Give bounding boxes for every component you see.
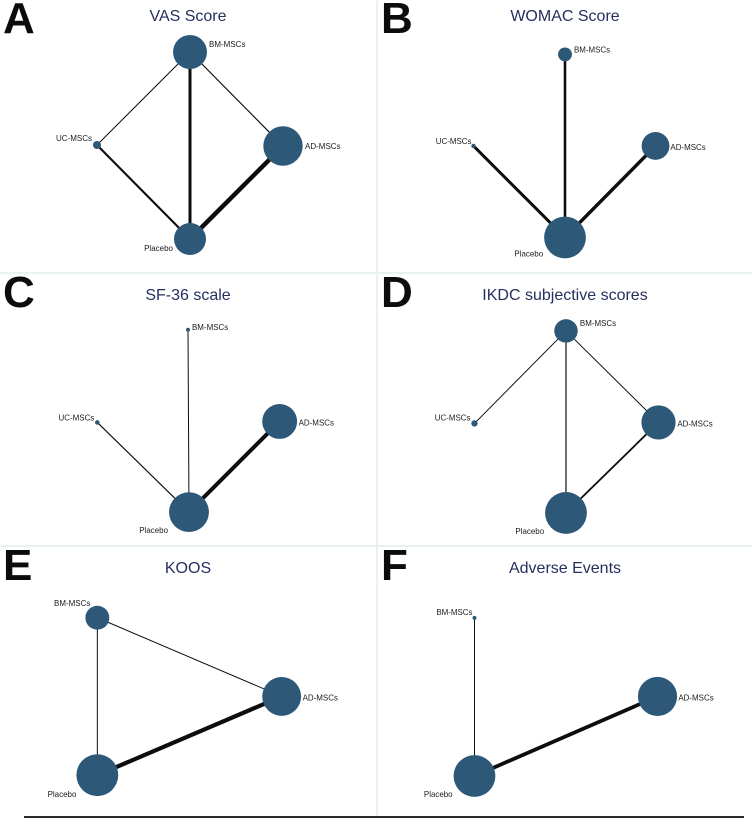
node-label-bm-mscs: BM-MSCs — [54, 599, 90, 608]
node-label-ad-mscs: AD-MSCs — [678, 693, 713, 702]
network-plot-womac-score: BM-MSCs UC-MSCs AD-MSCs Placebo — [436, 45, 706, 259]
node-bm-mscs — [558, 47, 572, 62]
edge-ad-mscs-placebo — [473, 694, 659, 778]
node-label-bm-mscs: BM-MSCs — [574, 45, 610, 54]
node-label-ad-mscs: AD-MSCs — [670, 143, 705, 152]
panel-title-e: KOOS — [164, 560, 212, 577]
panel-b-womac-score: B WOMAC Score BM-MSCs UC-MSCs AD-MSCs Place… — [376, 0, 752, 272]
panel-e-koos: E KOOS BM-MSCs AD-MSCs Placebo — [0, 541, 376, 818]
edge-bm-mscs-ad-mscs — [565, 330, 659, 423]
node-label-uc-mscs: UC-MSCs — [436, 137, 472, 146]
panel-letter-a: A — [3, 0, 35, 43]
node-bm-mscs — [472, 615, 477, 620]
panel-title-c: SF-36 scale — [145, 287, 231, 304]
node-placebo — [169, 492, 209, 533]
edge-bm-mscs-ad-mscs — [97, 617, 282, 697]
node-label-bm-mscs: BM-MSCs — [580, 319, 616, 328]
panel-title-b: WOMAC Score — [510, 8, 620, 25]
edge-uc-mscs-placebo — [472, 144, 567, 239]
edge-ad-mscs-placebo — [188, 144, 285, 241]
edge-bm-mscs-placebo — [187, 329, 190, 513]
panel-f-adverse-events: F Adverse Events BM-MSCs AD-MSCs Placebo — [376, 541, 752, 818]
node-label-ad-mscs: AD-MSCs — [303, 693, 338, 702]
panel-letter-c: C — [3, 268, 35, 317]
panel-title-d: IKDC subjective scores — [482, 287, 648, 304]
node-bm-mscs — [186, 327, 190, 332]
node-uc-mscs — [471, 420, 478, 427]
panel-title-f: Adverse Events — [508, 560, 622, 577]
panel-letter-e: E — [3, 541, 33, 590]
network-plot-adverse-events: BM-MSCs AD-MSCs Placebo — [424, 608, 714, 799]
figure-bottom-border — [24, 816, 744, 818]
edge-uc-mscs-placebo — [96, 144, 191, 240]
edge-ad-mscs-placebo — [563, 144, 657, 239]
node-label-ad-mscs: AD-MSCs — [677, 419, 712, 428]
edge-bm-mscs-uc-mscs — [96, 51, 191, 146]
node-label-placebo: Placebo — [514, 249, 543, 258]
node-label-uc-mscs: UC-MSCs — [435, 413, 471, 422]
node-label-bm-mscs: BM-MSCs — [436, 608, 472, 617]
panel-letter-d: D — [381, 268, 413, 317]
edge-bm-mscs-ad-mscs — [189, 51, 284, 147]
network-plot-sf36-scale: BM-MSCs UC-MSCs AD-MSCs Placebo — [58, 323, 334, 535]
node-label-uc-mscs: UC-MSCs — [56, 134, 92, 143]
node-label-uc-mscs: UC-MSCs — [58, 413, 94, 422]
node-ad-mscs — [641, 132, 670, 160]
node-label-placebo: Placebo — [48, 790, 77, 799]
node-uc-mscs — [93, 141, 101, 149]
node-ad-mscs — [263, 126, 303, 166]
node-label-ad-mscs: AD-MSCs — [305, 142, 341, 151]
panel-c-sf36-scale: C SF-36 scale BM-MSCs UC-MSCs AD-MSCs Place… — [0, 268, 376, 545]
node-placebo — [76, 754, 119, 797]
node-ad-mscs — [262, 677, 302, 716]
node-placebo — [544, 216, 586, 259]
panel-letter-b: B — [381, 0, 413, 43]
node-label-bm-mscs: BM-MSCs — [192, 323, 228, 332]
node-uc-mscs — [471, 143, 476, 149]
edge-ad-mscs-placebo — [96, 694, 283, 778]
edge-uc-mscs-placebo — [96, 422, 190, 513]
edge-bm-mscs-uc-mscs — [474, 330, 567, 424]
node-bm-mscs — [173, 35, 207, 69]
network-plot-koos: BM-MSCs AD-MSCs Placebo — [48, 599, 338, 799]
node-bm-mscs — [85, 605, 110, 630]
node-ad-mscs — [637, 676, 678, 717]
node-ad-mscs — [641, 405, 676, 440]
edge-ad-mscs-placebo — [187, 420, 282, 514]
node-label-placebo: Placebo — [424, 790, 453, 799]
node-uc-mscs — [95, 420, 100, 425]
panel-title-a: VAS Score — [149, 8, 227, 25]
panel-a-vas-score: A VAS Score BM-MSCs UC-MSCs AD-MSCs Placebo — [0, 0, 376, 272]
node-label-placebo: Placebo — [144, 244, 173, 253]
node-label-placebo: Placebo — [515, 527, 544, 536]
node-label-ad-mscs: AD-MSCs — [299, 418, 334, 427]
edge-ad-mscs-placebo — [565, 421, 660, 514]
node-placebo — [174, 223, 206, 255]
node-ad-mscs — [262, 404, 298, 439]
node-label-bm-mscs: BM-MSCs — [209, 40, 245, 49]
panel-d-ikdc-subjective-scores: D IKDC subjective scores BM-MSCs UC-MSCs A… — [376, 268, 752, 545]
node-placebo — [545, 492, 587, 534]
node-bm-mscs — [554, 319, 578, 343]
network-plot-vas-score: BM-MSCs UC-MSCs AD-MSCs Placebo — [56, 35, 341, 255]
panel-letter-f: F — [381, 541, 408, 590]
network-plot-ikdc-subjective-scores: BM-MSCs UC-MSCs AD-MSCs Placebo — [435, 319, 713, 536]
node-label-placebo: Placebo — [139, 526, 168, 535]
node-placebo — [453, 755, 496, 797]
